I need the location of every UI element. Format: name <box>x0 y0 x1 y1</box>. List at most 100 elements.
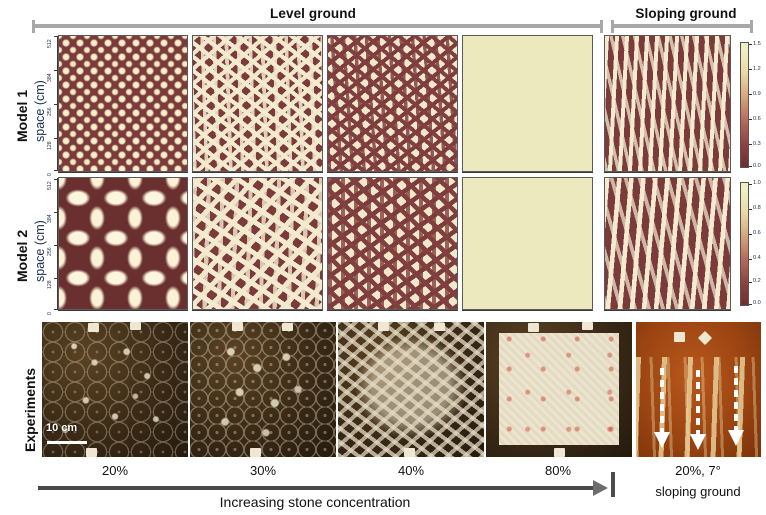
panel-model2-80 <box>462 177 593 310</box>
downslope-arrows-group <box>654 366 744 450</box>
colorbar-tick-m2-1 <box>749 184 752 185</box>
colorbar-tick-m1-6 <box>749 166 752 167</box>
colorbar-tick-m2-3 <box>749 234 752 235</box>
row-label-model-1: Model 1 <box>14 89 30 142</box>
axis-caption-increasing-concentration: Increasing stone concentration <box>219 494 411 510</box>
y-tick-model-2-256 <box>54 245 57 246</box>
axis-title-model-2: space (cm) <box>33 220 47 282</box>
scalebar-line <box>47 441 87 444</box>
row-label-model-2: Model 2 <box>14 229 30 282</box>
colorbar-tick-m1-1 <box>749 44 752 45</box>
downslope-arrow-head-1 <box>654 432 670 448</box>
x-axis-m1-c1 <box>58 172 188 173</box>
concentration-label-20: 20% <box>101 463 129 478</box>
axis-title-model-1: space (cm) <box>33 80 47 142</box>
colorbar-label-m1-3: 0.9 <box>753 91 761 97</box>
colorbar-tick-m2-5 <box>749 282 752 283</box>
colorbar-tick-m1-2 <box>749 69 752 70</box>
group-bar-cap-left-2 <box>611 20 614 33</box>
x-axis-m2-c5 <box>604 310 731 311</box>
panel-model1-sloping <box>604 35 731 172</box>
panel-model2-30 <box>192 177 323 310</box>
colorbar-label-m2-6: 0.0 <box>753 300 761 306</box>
downslope-arrow-head-2 <box>690 434 706 450</box>
y-tick-model-1-512 <box>54 36 57 37</box>
concentration-label-80: 80% <box>544 463 572 478</box>
concentration-axis-arrow-line <box>38 486 594 490</box>
calibration-marker-bottom-1 <box>86 448 97 457</box>
photo-experiment-80 <box>486 322 632 457</box>
group-bar-cap-right <box>600 20 603 33</box>
group-bar-cap-left <box>32 20 35 33</box>
y-tick-model-2-384 <box>54 212 57 213</box>
y-tick-label-256-m1: 256 <box>47 107 53 116</box>
x-axis-m1-c2 <box>192 172 323 173</box>
group-header-sloping-ground: Sloping ground <box>635 6 737 21</box>
photo-experiment-30 <box>190 322 336 457</box>
downslope-arrow-head-3 <box>728 430 744 446</box>
group-bar-sloping-ground <box>611 24 753 28</box>
pattern-uniform-model2 <box>463 178 592 309</box>
y-tick-model-2-128 <box>54 278 57 279</box>
colorbar-label-m1-5: 0.3 <box>753 141 761 147</box>
pattern-stripes-model2 <box>605 178 730 309</box>
colorbar-model-2 <box>740 182 749 306</box>
colorbar-label-m1-1: 1.5 <box>753 41 761 47</box>
group-bar-level-ground <box>32 24 603 28</box>
x-axis-m1-c4 <box>462 172 593 173</box>
calibration-marker-top-6 <box>434 323 445 331</box>
colorbar-label-m1-4: 0.6 <box>753 116 761 122</box>
x-axis-m2-c4 <box>462 310 593 311</box>
panel-model1-40 <box>327 35 458 172</box>
y-tick-label-384-m2: 384 <box>47 214 53 223</box>
x-axis-m1-c3 <box>327 172 458 173</box>
colorbar-tick-m2-4 <box>749 259 752 260</box>
stone-cluster-overlay-30 <box>190 322 336 457</box>
row-label-experiments: Experiments <box>22 367 38 452</box>
colorbar-label-m1-6: 0.0 <box>753 163 761 169</box>
y-tick-label-384-m1: 384 <box>47 73 53 82</box>
calibration-marker-top-7 <box>528 323 539 332</box>
y-tick-model-1-256 <box>54 104 57 105</box>
calibration-marker-bottom-3 <box>404 448 415 457</box>
x-axis-m2-c2 <box>192 310 323 311</box>
colorbar-model-1 <box>740 42 749 168</box>
calibration-marker-sloping-1 <box>674 332 685 342</box>
calibration-marker-top-2 <box>130 322 141 330</box>
colorbar-label-m2-3: 0.6 <box>753 230 761 236</box>
panel-model1-20 <box>58 35 188 172</box>
pattern-large-blobs-model2 <box>59 178 187 309</box>
colorbar-tick-m1-4 <box>749 119 752 120</box>
group-header-level-ground: Level ground <box>270 6 356 21</box>
stone-cluster-overlay-20 <box>42 322 188 457</box>
panel-model2-40 <box>327 177 458 310</box>
stone-cluster-overlay-40 <box>338 322 484 457</box>
panel-model2-sloping <box>604 177 731 310</box>
group-bar-cap-right-2 <box>750 20 753 33</box>
pattern-uniform-model1 <box>463 36 592 171</box>
concentration-label-sloping-line1: 20%, 7° <box>675 463 721 478</box>
concentration-axis-arrow-head <box>593 480 608 496</box>
colorbar-label-m2-1: 1.0 <box>753 180 761 186</box>
y-tick-model-1-128 <box>54 138 57 139</box>
y-tick-label-256-m2: 256 <box>47 247 53 256</box>
x-axis-m2-c1 <box>58 310 188 311</box>
x-axis-m2-c3 <box>327 310 458 311</box>
y-tick-label-128-m1: 128 <box>47 141 53 150</box>
colorbar-label-m2-4: 0.4 <box>753 255 761 261</box>
concentration-label-sloping-line2: sloping ground <box>655 484 741 499</box>
calibration-marker-bottom-4 <box>554 448 565 457</box>
y-tick-model-2-0 <box>54 309 57 310</box>
concentration-axis-end-stop <box>611 472 615 497</box>
pattern-labyrinth-model2 <box>193 178 322 309</box>
concentration-label-30: 30% <box>249 463 277 478</box>
pattern-spots-model1 <box>59 36 187 171</box>
pattern-inverted-labyrinth-model2 <box>328 178 457 309</box>
y-tick-model-1-0 <box>54 170 57 171</box>
calibration-marker-top-8 <box>582 322 593 330</box>
y-tick-model-2-512 <box>54 179 57 180</box>
x-axis-m1-c5 <box>604 172 731 173</box>
photo-experiment-40 <box>338 322 484 457</box>
panel-model2-20 <box>58 177 188 310</box>
